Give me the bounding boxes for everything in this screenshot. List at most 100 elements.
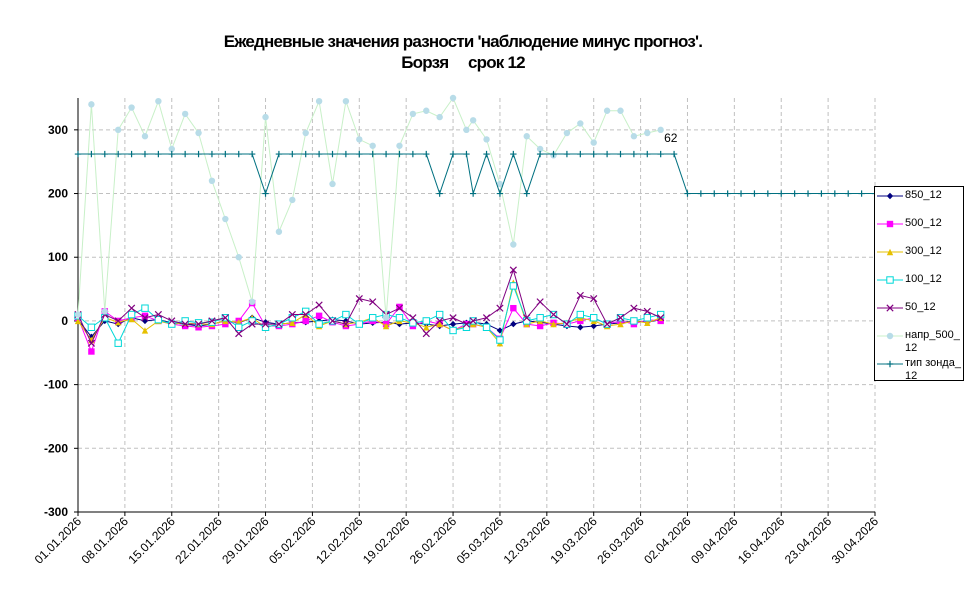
marker — [369, 142, 376, 149]
marker — [643, 314, 651, 322]
marker — [275, 320, 283, 328]
marker — [127, 310, 136, 319]
marker — [329, 180, 336, 188]
marker — [496, 304, 504, 312]
marker — [302, 307, 310, 316]
marker — [469, 190, 477, 197]
marker — [168, 317, 176, 325]
marker — [590, 150, 597, 158]
marker — [114, 339, 122, 347]
marker — [315, 320, 323, 328]
marker — [536, 322, 544, 330]
marker — [886, 304, 894, 312]
x-tick-label: 16.04.2026 — [735, 514, 788, 567]
chart-title: Ежедневные значения разности 'наблюдение… — [224, 32, 702, 51]
marker — [550, 320, 557, 328]
y-tick-label: -100 — [44, 378, 68, 392]
marker — [684, 190, 691, 197]
marker — [616, 314, 625, 322]
marker — [302, 150, 309, 158]
x-tick-label: 26.03.2026 — [594, 514, 647, 567]
marker — [194, 319, 203, 327]
legend: 850_12 500_12 300_12 100_12 50_12 напр_500_12… — [874, 186, 964, 382]
marker — [657, 150, 664, 158]
marker — [563, 150, 571, 158]
y-tick-label: -200 — [44, 441, 68, 455]
marker — [315, 150, 323, 158]
legend-label: тип зонда_12 — [905, 357, 961, 382]
legend-label: напр_500_12 — [905, 329, 960, 354]
legend-item: 100_12 — [875, 273, 963, 299]
legend-item: 500_12 — [875, 217, 963, 243]
marker — [261, 323, 270, 331]
x-tick-label: 09.04.2026 — [688, 514, 741, 567]
marker — [74, 317, 82, 325]
marker — [128, 315, 135, 323]
marker — [328, 317, 337, 325]
marker — [342, 97, 350, 105]
marker — [536, 145, 544, 153]
x-tick-label: 01.01.2026 — [32, 514, 85, 567]
marker — [886, 248, 894, 256]
marker — [845, 190, 852, 197]
marker — [603, 150, 611, 158]
marker — [617, 107, 624, 114]
marker — [235, 330, 243, 338]
marker — [644, 129, 651, 137]
marker — [261, 320, 270, 328]
marker — [87, 339, 96, 347]
marker — [141, 327, 149, 334]
marker — [536, 314, 544, 322]
y-tick-label: 300 — [48, 123, 68, 137]
marker — [436, 320, 443, 328]
marker — [657, 126, 664, 134]
marker — [409, 319, 417, 327]
marker — [141, 304, 149, 312]
marker — [87, 323, 96, 331]
marker — [791, 190, 798, 197]
marker — [369, 150, 376, 158]
marker — [590, 295, 598, 303]
marker — [630, 150, 638, 158]
marker — [436, 190, 443, 197]
marker — [469, 317, 477, 325]
marker — [262, 190, 269, 197]
x-tick-label: 05.03.2026 — [454, 514, 507, 567]
marker — [496, 336, 504, 344]
marker — [114, 150, 122, 158]
marker — [382, 314, 390, 321]
marker — [644, 319, 651, 327]
marker — [764, 190, 772, 197]
marker — [644, 150, 651, 158]
y-tick-label: 0 — [61, 314, 68, 328]
x-tick-label: 02.04.2026 — [641, 514, 694, 567]
x-tick-label: 12.02.2026 — [313, 514, 366, 567]
marker — [101, 150, 108, 158]
marker — [449, 150, 457, 158]
legend-swatch — [877, 332, 903, 340]
marker — [737, 190, 745, 197]
legend-label: 100_12 — [905, 273, 942, 285]
marker — [482, 314, 491, 322]
marker — [395, 314, 404, 322]
marker — [462, 320, 471, 328]
marker — [235, 254, 242, 261]
marker — [395, 304, 404, 312]
legend-label: 300_12 — [905, 245, 942, 257]
marker — [603, 107, 611, 114]
x-tick-label: 05.02.2026 — [266, 514, 319, 567]
marker — [155, 150, 162, 158]
marker — [181, 150, 189, 158]
marker — [422, 330, 430, 338]
legend-item: 300_12 — [875, 245, 963, 271]
marker — [449, 320, 457, 328]
x-tick-label: 23.04.2026 — [782, 514, 835, 567]
marker — [550, 150, 557, 158]
marker — [342, 310, 350, 319]
marker — [141, 312, 149, 320]
marker — [536, 298, 544, 306]
legend-swatch — [877, 248, 903, 256]
marker — [617, 320, 624, 328]
